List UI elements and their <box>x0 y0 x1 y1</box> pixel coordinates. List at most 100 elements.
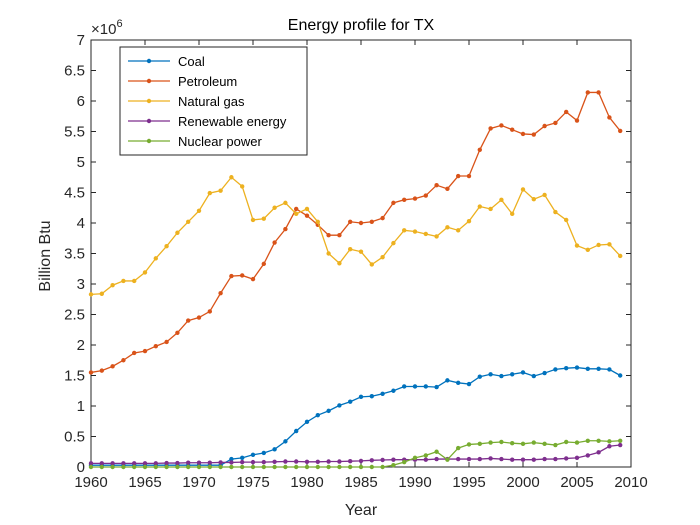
data-point-natural-gas <box>88 292 94 297</box>
data-point-nuclear-power <box>510 441 515 446</box>
data-point-natural-gas <box>596 242 601 248</box>
data-point-natural-gas <box>315 219 320 224</box>
x-tick-label: 1975 <box>236 474 269 491</box>
data-point-nuclear-power <box>88 464 94 470</box>
data-point-petroleum <box>412 196 418 201</box>
data-point-natural-gas <box>99 291 105 296</box>
data-point-petroleum <box>304 213 310 218</box>
data-point-renewable-energy <box>240 459 245 465</box>
x-tick-label: 1990 <box>398 474 431 491</box>
data-point-petroleum <box>207 309 212 314</box>
y-tick-label: 6 <box>77 93 85 110</box>
data-point-petroleum <box>456 173 461 179</box>
data-point-petroleum <box>164 339 169 345</box>
data-point-petroleum <box>196 315 202 320</box>
data-point-coal <box>488 372 493 377</box>
data-point-coal <box>564 365 569 371</box>
data-point-coal <box>326 408 331 414</box>
data-point-petroleum <box>488 126 493 131</box>
axes: 1960 1965 1970 1975 1980 1985 1990 1995 2000 2005… <box>64 32 648 491</box>
data-point-natural-gas <box>477 204 482 209</box>
data-point-renewable-energy <box>99 461 105 466</box>
data-point-renewable-energy <box>466 456 472 462</box>
data-point-renewable-energy <box>477 456 482 462</box>
data-point-petroleum <box>142 348 148 354</box>
data-point-coal <box>412 384 418 389</box>
data-point-petroleum <box>283 226 288 232</box>
data-point-natural-gas <box>574 243 580 248</box>
data-point-nuclear-power <box>261 464 266 470</box>
data-point-nuclear-power <box>488 440 493 445</box>
data-point-coal <box>423 384 428 389</box>
data-point-coal <box>402 384 407 389</box>
data-point-coal <box>510 372 515 377</box>
data-point-nuclear-power <box>477 441 482 447</box>
y-tick-label: 3.5 <box>64 246 85 263</box>
data-point-coal <box>434 384 439 390</box>
data-point-petroleum <box>229 273 234 279</box>
series-line-natural-gas <box>90 176 621 296</box>
data-point-renewable-energy <box>520 457 526 462</box>
data-point-coal <box>348 399 353 404</box>
data-point-renewable-energy <box>618 442 623 448</box>
data-point-renewable-energy <box>229 460 234 465</box>
data-point-renewable-energy <box>88 461 94 466</box>
data-point-petroleum <box>110 364 115 369</box>
data-point-coal <box>358 394 364 400</box>
data-point-natural-gas <box>412 229 418 234</box>
data-point-natural-gas <box>110 283 115 288</box>
data-point-natural-gas <box>186 219 191 224</box>
data-point-natural-gas <box>391 240 396 246</box>
data-point-renewable-energy <box>283 459 288 464</box>
data-point-coal <box>553 367 558 372</box>
data-point-renewable-energy <box>574 455 580 461</box>
legend-label: Nuclear power <box>178 134 262 149</box>
data-point-renewable-energy <box>434 456 439 462</box>
data-point-natural-gas <box>434 234 439 239</box>
data-point-petroleum <box>445 186 450 192</box>
data-point-nuclear-power <box>456 445 461 451</box>
x-tick-label: 1985 <box>344 474 377 491</box>
data-point-nuclear-power <box>520 441 526 447</box>
legend-label: Natural gas <box>178 94 245 109</box>
legend-item-nuclear-power: Nuclear power <box>128 134 262 149</box>
data-point-renewable-energy <box>261 459 266 465</box>
y-multiplier: ×106 <box>91 18 123 38</box>
data-point-petroleum <box>596 90 601 95</box>
x-tick-label: 1970 <box>182 474 215 491</box>
data-point-nuclear-power <box>142 464 148 470</box>
data-point-coal <box>499 373 504 379</box>
data-point-nuclear-power <box>326 464 331 470</box>
data-point-nuclear-power <box>358 464 364 470</box>
data-point-nuclear-power <box>175 464 180 470</box>
y-tick-label: 3 <box>77 276 85 293</box>
data-point-nuclear-power <box>596 438 601 443</box>
data-point-natural-gas <box>142 270 148 275</box>
data-point-natural-gas <box>250 217 256 223</box>
y-tick-label: 1 <box>77 398 85 415</box>
data-point-natural-gas <box>380 254 385 260</box>
y-tick-label: 4 <box>77 215 85 232</box>
data-point-petroleum <box>186 318 191 323</box>
data-point-renewable-energy <box>607 444 612 449</box>
data-point-renewable-energy <box>585 453 590 458</box>
data-point-nuclear-power <box>240 464 245 470</box>
data-point-renewable-energy <box>315 459 320 465</box>
data-point-nuclear-power <box>229 464 234 470</box>
data-point-coal <box>520 370 526 375</box>
data-point-renewable-energy <box>196 460 202 465</box>
data-point-nuclear-power <box>553 442 558 448</box>
data-point-petroleum <box>240 273 245 278</box>
data-point-nuclear-power <box>466 442 472 447</box>
data-point-coal <box>380 391 385 396</box>
data-point-petroleum <box>542 123 547 129</box>
data-point-nuclear-power <box>218 464 223 470</box>
data-point-nuclear-power <box>304 464 310 470</box>
data-point-petroleum <box>218 290 223 296</box>
data-point-renewable-energy <box>326 459 331 464</box>
data-point-nuclear-power <box>337 464 342 470</box>
chart-title: Energy profile for TX <box>288 17 435 34</box>
data-point-renewable-energy <box>132 461 137 466</box>
data-point-natural-gas <box>564 217 569 223</box>
data-point-petroleum <box>520 131 526 137</box>
